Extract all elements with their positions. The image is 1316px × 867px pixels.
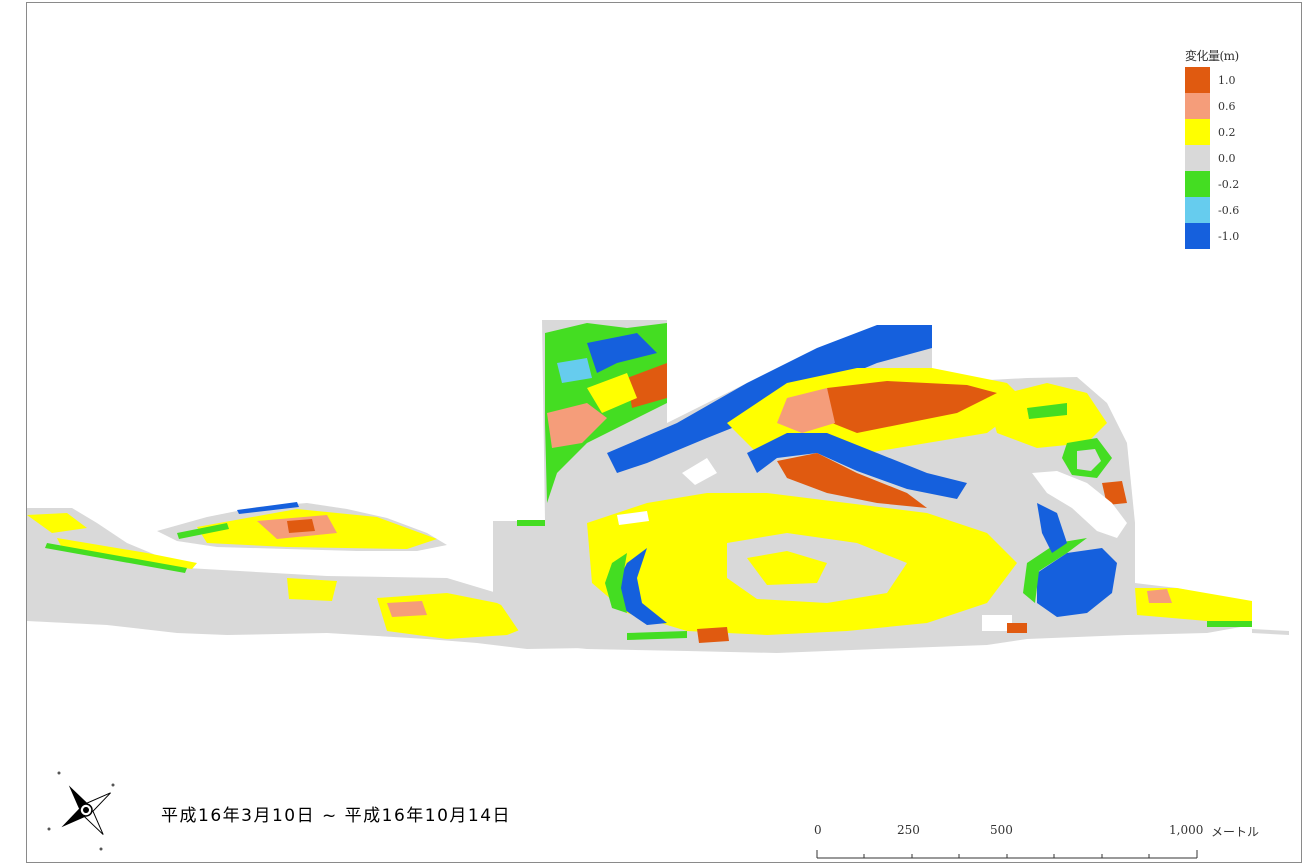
elevation-change-map (27, 320, 1289, 653)
change-zone (605, 553, 627, 613)
scale-label: 1,000 (1169, 823, 1204, 837)
change-zone (617, 548, 667, 625)
change-zone (827, 381, 997, 433)
legend-label: 0.0 (1218, 151, 1236, 165)
map-gap (982, 615, 1012, 631)
scale-label: 250 (897, 823, 920, 837)
change-zone (387, 601, 427, 617)
legend: 変化量(m) 1.0 0.6 0.2 0.0 -0.2 (1185, 47, 1275, 249)
change-zone (177, 523, 229, 539)
scale-label: 0 (814, 823, 822, 837)
legend-item: 0.0 (1185, 145, 1275, 171)
change-zone (1147, 589, 1172, 603)
legend-item: -0.2 (1185, 171, 1275, 197)
change-zone (287, 519, 315, 533)
change-zone (1252, 629, 1289, 635)
change-zone (777, 388, 835, 433)
change-zone (45, 543, 187, 573)
map-gap (682, 458, 717, 485)
change-zone (1077, 449, 1101, 471)
legend-swatch (1185, 145, 1210, 171)
change-zone (747, 551, 827, 585)
legend-item: -1.0 (1185, 223, 1275, 249)
scale-bar-line (816, 850, 1198, 859)
legend-label: -0.2 (1218, 177, 1240, 191)
map-frame: 変化量(m) 1.0 0.6 0.2 0.0 -0.2 (26, 2, 1302, 863)
legend-swatch (1185, 223, 1210, 249)
legend-label: 0.6 (1218, 99, 1236, 113)
change-zone (557, 358, 592, 383)
map-gap (617, 511, 649, 525)
change-zone (1037, 503, 1067, 553)
legend-label: -1.0 (1218, 229, 1240, 243)
change-zone (587, 333, 657, 373)
change-zone (627, 363, 667, 408)
change-zone (27, 513, 87, 533)
legend-item: -0.6 (1185, 197, 1275, 223)
legend-swatch (1185, 197, 1210, 223)
period-label: 平成16年3月10日 ~ 平成16年10月14日 (161, 806, 512, 826)
legend-label: -0.6 (1218, 203, 1240, 217)
legend-label: 0.2 (1218, 125, 1236, 139)
change-zone (517, 520, 545, 526)
legend-item: 1.0 (1185, 67, 1275, 93)
change-zone (627, 631, 687, 640)
change-zone (1102, 481, 1127, 505)
change-zone (697, 627, 729, 643)
scale-bar: 0 250 500 1,000 メートル (797, 823, 1277, 862)
legend-swatch (1185, 119, 1210, 145)
change-zone (237, 502, 299, 514)
change-zone (1007, 623, 1027, 633)
legend-swatch (1185, 67, 1210, 93)
change-zone (747, 433, 967, 499)
legend-label: 1.0 (1218, 73, 1236, 87)
change-zone (1207, 621, 1252, 627)
change-zone (777, 453, 927, 508)
legend-item: 0.6 (1185, 93, 1275, 119)
change-zone (1037, 548, 1117, 617)
change-zone (287, 578, 337, 601)
legend-item: 0.2 (1185, 119, 1275, 145)
scale-label: 500 (990, 823, 1013, 837)
change-zone (547, 403, 607, 448)
change-zone (1027, 403, 1067, 419)
scale-unit: メートル (1211, 825, 1260, 839)
legend-swatch (1185, 171, 1210, 197)
change-zone (587, 373, 637, 413)
legend-swatch (1185, 93, 1210, 119)
north-arrow-icon (47, 771, 115, 851)
map-gap (1032, 471, 1127, 538)
legend-title: 変化量(m) (1185, 49, 1239, 63)
legend-items: 1.0 0.6 0.2 0.0 -0.2 -0.6 (1185, 67, 1275, 249)
change-zone (57, 538, 197, 569)
